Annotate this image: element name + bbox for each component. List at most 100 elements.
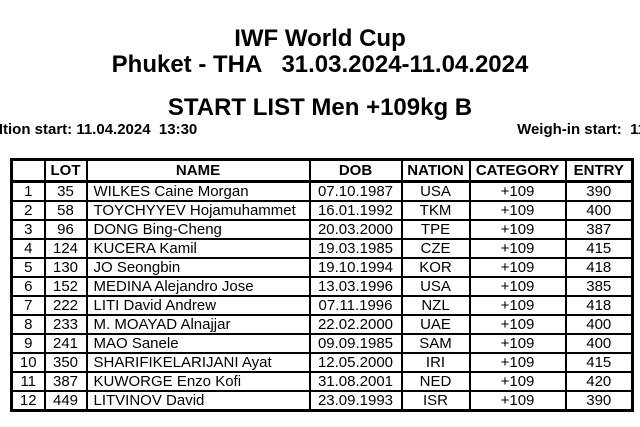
category-cell: +109: [468, 200, 567, 221]
name-cell: M. MOAYAD Alnajjar: [85, 314, 311, 335]
entry-cell: 385: [564, 276, 634, 297]
nation-cell: USA: [400, 276, 471, 297]
entry-cell: 390: [564, 180, 634, 202]
category-cell: +109: [468, 257, 567, 278]
col-header-category: CATEGORY: [468, 158, 567, 183]
lot-cell: 152: [43, 276, 88, 297]
dob-cell: 23.09.1993: [308, 390, 403, 412]
category-cell: +109: [468, 295, 567, 316]
col-header-nation: NATION: [400, 158, 471, 183]
entry-cell: 400: [564, 333, 634, 354]
rank-cell: 12: [10, 390, 46, 412]
category-cell: +109: [468, 352, 567, 373]
name-cell: MAO Sanele: [85, 333, 311, 354]
rank-cell: 5: [10, 257, 46, 278]
table-row: 5 130 JO Seongbin 19.10.1994 KOR +109 41…: [10, 257, 634, 278]
table-row: 11 387 KUWORGE Enzo Kofi 31.08.2001 NED …: [10, 371, 634, 392]
nation-cell: TKM: [400, 200, 471, 221]
rank-cell: 8: [10, 314, 46, 335]
rank-cell: 4: [10, 238, 46, 259]
entry-cell: 400: [564, 314, 634, 335]
category-cell: +109: [468, 219, 567, 240]
table-row: 1 35 WILKES Caine Morgan 07.10.1987 USA …: [10, 180, 634, 202]
table-row: 12 449 LITVINOV David 23.09.1993 ISR +10…: [10, 390, 634, 412]
category-cell: +109: [468, 276, 567, 297]
entry-cell: 418: [564, 257, 634, 278]
table-row: 8 233 M. MOAYAD Alnajjar 22.02.2000 UAE …: [10, 314, 634, 335]
entry-cell: 390: [564, 390, 634, 412]
dob-cell: 19.03.1985: [308, 238, 403, 259]
table-row: 3 96 DONG Bing-Cheng 20.03.2000 TPE +109…: [10, 219, 634, 240]
category-cell: +109: [468, 314, 567, 335]
lot-cell: 35: [43, 180, 88, 202]
category-cell: +109: [468, 333, 567, 354]
dob-cell: 09.09.1985: [308, 333, 403, 354]
table-body: 1 35 WILKES Caine Morgan 07.10.1987 USA …: [10, 180, 634, 412]
table-row: 10 350 SHARIFIKELARIJANI Ayat 12.05.2000…: [10, 352, 634, 373]
rank-cell: 11: [10, 371, 46, 392]
col-header-entry: ENTRY: [564, 158, 634, 183]
nation-cell: CZE: [400, 238, 471, 259]
col-header-name: NAME: [85, 158, 311, 183]
rank-cell: 2: [10, 200, 46, 221]
dob-cell: 16.01.1992: [308, 200, 403, 221]
name-cell: LITVINOV David: [85, 390, 311, 412]
lot-cell: 124: [43, 238, 88, 259]
nation-cell: ISR: [400, 390, 471, 412]
lot-cell: 241: [43, 333, 88, 354]
entry-cell: 415: [564, 238, 634, 259]
nation-cell: KOR: [400, 257, 471, 278]
nation-cell: IRI: [400, 352, 471, 373]
name-cell: KUWORGE Enzo Kofi: [85, 371, 311, 392]
lot-cell: 130: [43, 257, 88, 278]
dob-cell: 22.02.2000: [308, 314, 403, 335]
rank-cell: 7: [10, 295, 46, 316]
entry-cell: 420: [564, 371, 634, 392]
nation-cell: USA: [400, 180, 471, 202]
lot-cell: 96: [43, 219, 88, 240]
nation-cell: NZL: [400, 295, 471, 316]
entry-cell: 415: [564, 352, 634, 373]
rank-cell: 9: [10, 333, 46, 354]
nation-cell: SAM: [400, 333, 471, 354]
lot-cell: 222: [43, 295, 88, 316]
rank-cell: 1: [10, 180, 46, 202]
nation-cell: UAE: [400, 314, 471, 335]
event-location-dates: Phuket - THA 31.03.2024-11.04.2024: [111, 51, 529, 78]
table-row: 9 241 MAO Sanele 09.09.1985 SAM +109 400: [10, 333, 634, 354]
nation-cell: NED: [400, 371, 471, 392]
dob-cell: 19.10.1994: [308, 257, 403, 278]
rank-cell: 3: [10, 219, 46, 240]
event-title: IWF World Cup: [234, 25, 406, 52]
header-row: LOT NAME DOB NATION CATEGORY ENTRY: [10, 158, 634, 183]
start-list-title: START LIST Men +109kg B: [167, 94, 473, 121]
table-row: 4 124 KUCERA Kamil 19.03.1985 CZE +109 4…: [10, 238, 634, 259]
col-header-lot: LOT: [43, 158, 88, 183]
table-row: 7 222 LITI David Andrew 07.11.1996 NZL +…: [10, 295, 634, 316]
name-cell: TOYCHYYEV Hojamuhammet: [85, 200, 311, 221]
table-header: LOT NAME DOB NATION CATEGORY ENTRY: [10, 158, 634, 183]
lot-cell: 233: [43, 314, 88, 335]
nation-cell: TPE: [400, 219, 471, 240]
entry-cell: 400: [564, 200, 634, 221]
category-cell: +109: [468, 238, 567, 259]
clipped-letter-fragment: [0, 124, 2, 134]
dob-cell: 12.05.2000: [308, 352, 403, 373]
col-header-dob: DOB: [308, 158, 403, 183]
lot-cell: 350: [43, 352, 88, 373]
dob-cell: 20.03.2000: [308, 219, 403, 240]
name-cell: KUCERA Kamil: [85, 238, 311, 259]
category-cell: +109: [468, 371, 567, 392]
table-row: 2 58 TOYCHYYEV Hojamuhammet 16.01.1992 T…: [10, 200, 634, 221]
rank-cell: 6: [10, 276, 46, 297]
lot-cell: 387: [43, 371, 88, 392]
col-header-rank: [10, 158, 46, 183]
dob-cell: 31.08.2001: [308, 371, 403, 392]
entry-cell: 387: [564, 219, 634, 240]
entry-cell: 418: [564, 295, 634, 316]
competition-start-text: tion start: 11.04.2024 13:30: [3, 121, 198, 138]
dob-cell: 07.10.1987: [308, 180, 403, 202]
dob-cell: 13.03.1996: [308, 276, 403, 297]
name-cell: LITI David Andrew: [85, 295, 311, 316]
rank-cell: 10: [10, 352, 46, 373]
